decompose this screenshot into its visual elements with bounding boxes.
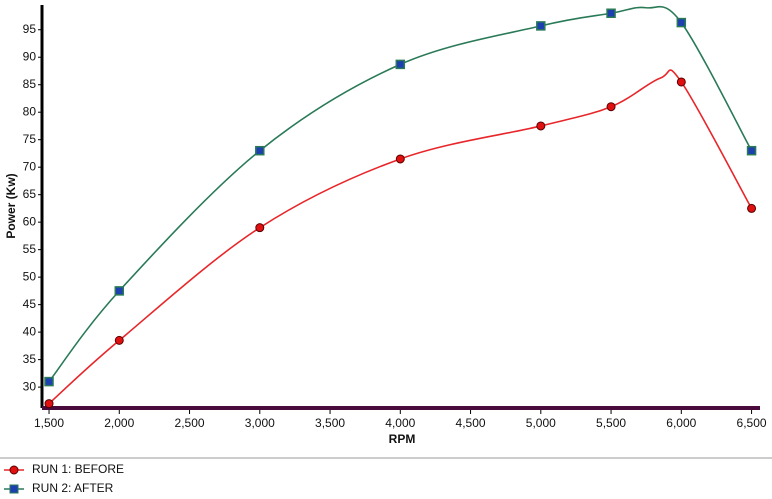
- marker: [255, 145, 265, 156]
- x-tick-label: 3,000: [245, 416, 275, 430]
- y-tick-label: 95: [23, 22, 37, 36]
- y-tick-label: 55: [23, 242, 37, 256]
- x-tick-label: 5,000: [526, 416, 556, 430]
- legend-label: RUN 2: AFTER: [32, 481, 114, 495]
- x-tick-label: 2,000: [104, 416, 134, 430]
- marker: [676, 17, 687, 28]
- x-tick-label: 2,500: [175, 416, 205, 430]
- y-tick-label: 35: [23, 352, 37, 366]
- x-tick-label: 3,500: [315, 416, 345, 430]
- marker: [395, 154, 405, 164]
- marker: [747, 203, 757, 213]
- y-tick-label: 75: [23, 132, 37, 146]
- y-tick-label: 80: [23, 104, 37, 118]
- marker: [606, 102, 616, 112]
- x-axis-title: RPM: [389, 432, 416, 446]
- x-tick-label: 4,500: [456, 416, 486, 430]
- marker: [44, 376, 54, 387]
- marker: [536, 121, 546, 131]
- y-tick-label: 45: [23, 297, 37, 311]
- marker: [606, 8, 616, 18]
- marker: [44, 399, 54, 409]
- legend-marker: [9, 484, 19, 494]
- y-tick-label: 85: [23, 77, 37, 91]
- marker: [255, 223, 265, 233]
- y-tick-label: 40: [23, 324, 37, 338]
- x-tick-label: 5,500: [596, 416, 626, 430]
- series-line: [48, 69, 753, 405]
- y-tick-label: 50: [23, 269, 37, 283]
- marker: [676, 77, 686, 87]
- marker: [114, 286, 125, 296]
- y-tick-label: 30: [23, 379, 37, 393]
- marker: [395, 59, 406, 70]
- y-tick-label: 60: [23, 214, 37, 228]
- y-tick-label: 90: [23, 49, 37, 63]
- marker: [114, 335, 124, 345]
- x-tick-label: 4,000: [385, 416, 415, 430]
- legend-label: RUN 1: BEFORE: [32, 462, 124, 476]
- marker: [536, 21, 546, 31]
- y-tick-label: 65: [23, 187, 37, 201]
- legend-marker: [9, 465, 19, 475]
- y-tick-label: 70: [23, 159, 37, 173]
- y-axis-title: Power (Kw): [4, 173, 18, 238]
- marker: [746, 145, 757, 156]
- x-tick-label: 6,500: [737, 416, 767, 430]
- series-line: [48, 6, 753, 383]
- x-tick-label: 6,000: [666, 416, 696, 430]
- x-tick-label: 1,500: [34, 416, 64, 430]
